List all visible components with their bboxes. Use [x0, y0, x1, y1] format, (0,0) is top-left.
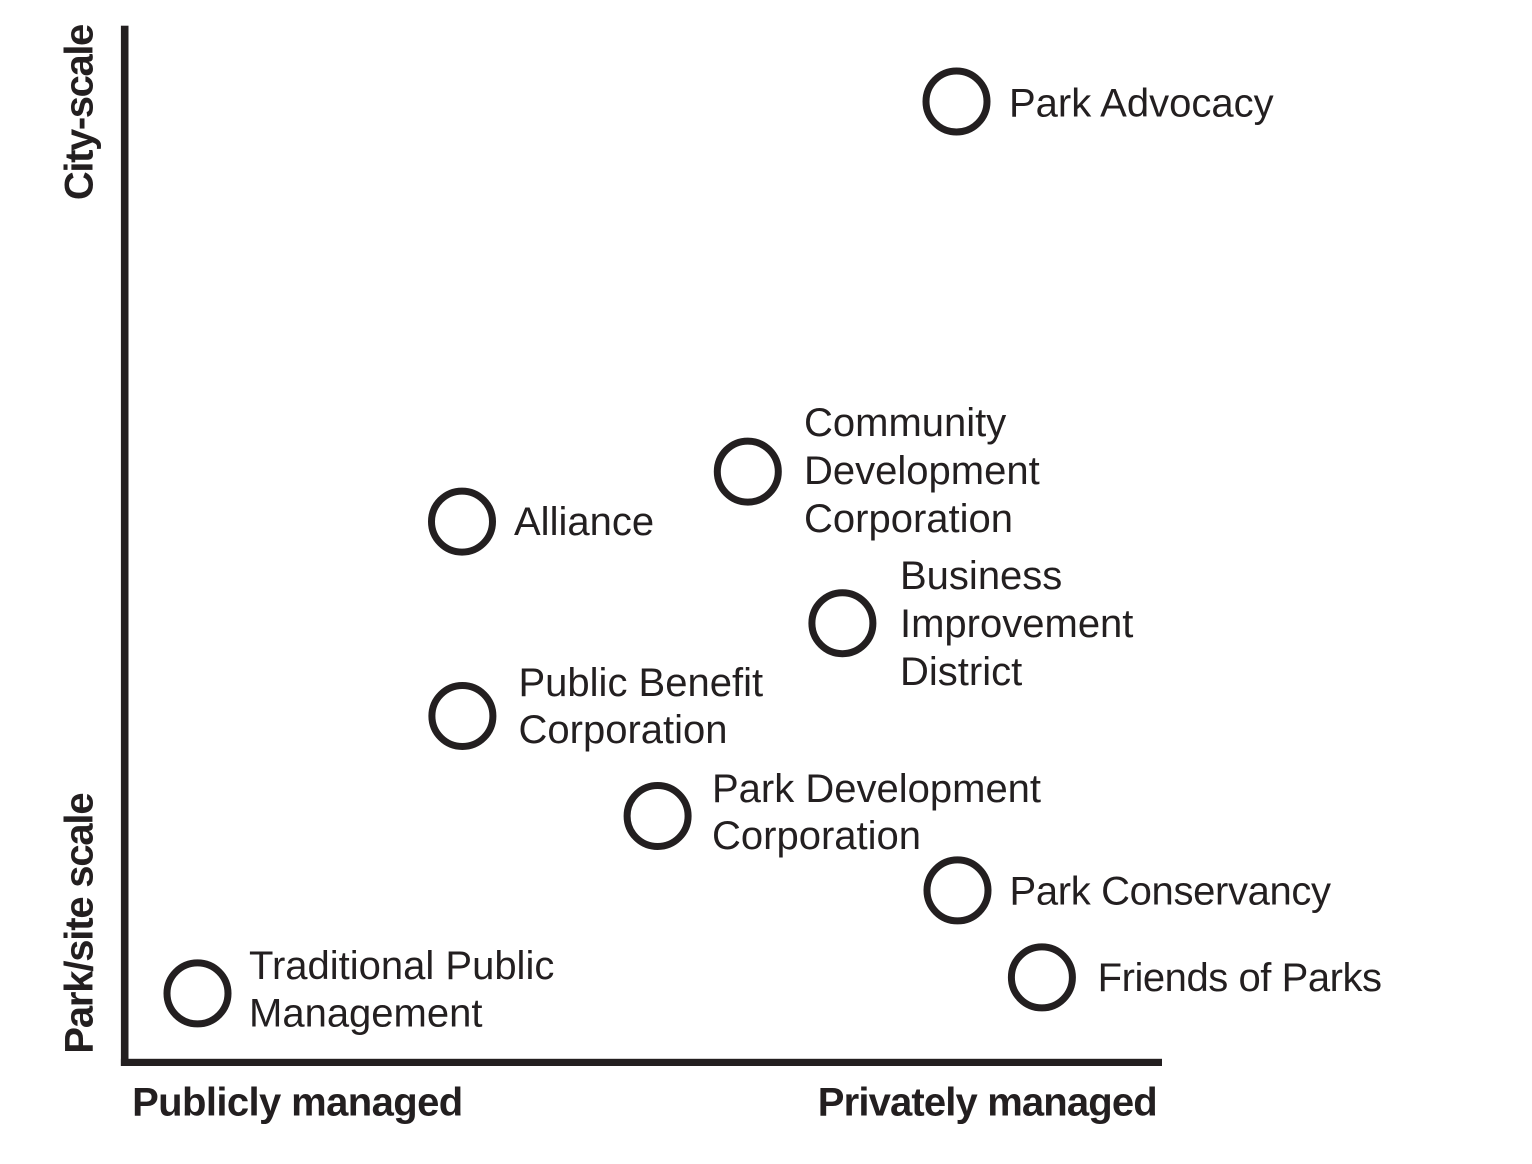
svg-text:Business: Business [900, 554, 1062, 598]
svg-text:City-scale: City-scale [58, 25, 102, 200]
svg-text:Publicly managed: Publicly managed [132, 1080, 463, 1124]
svg-text:Corporation: Corporation [804, 497, 1013, 541]
svg-text:Park Advocacy: Park Advocacy [1009, 81, 1274, 125]
svg-text:Park Conservancy: Park Conservancy [1010, 870, 1332, 914]
svg-text:Alliance: Alliance [514, 500, 654, 544]
svg-text:Park/site scale: Park/site scale [58, 794, 102, 1054]
svg-text:District: District [900, 650, 1022, 694]
svg-text:Privately managed: Privately managed [818, 1080, 1157, 1124]
svg-text:Management: Management [249, 992, 482, 1036]
svg-text:Development: Development [804, 449, 1040, 493]
svg-text:Public Benefit: Public Benefit [519, 661, 764, 705]
svg-text:Community: Community [804, 401, 1006, 445]
svg-text:Improvement: Improvement [900, 602, 1133, 646]
svg-text:Corporation: Corporation [712, 814, 921, 858]
svg-text:Traditional Public: Traditional Public [249, 944, 554, 988]
svg-text:Friends of Parks: Friends of Parks [1098, 956, 1382, 1000]
svg-text:Corporation: Corporation [519, 708, 728, 752]
svg-text:Park Development: Park Development [712, 767, 1041, 811]
